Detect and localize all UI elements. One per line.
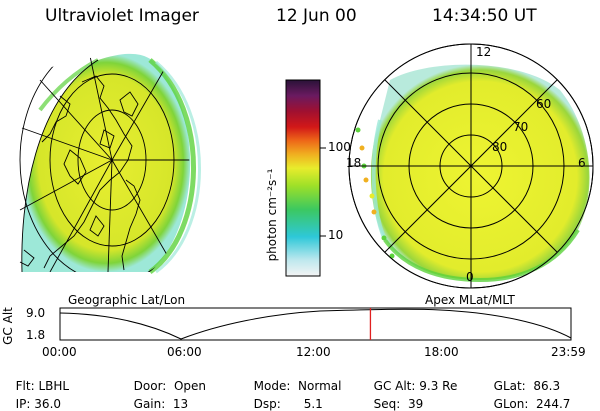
seq-value: 39 <box>407 397 424 411</box>
ip-value: 36.0 <box>34 397 62 411</box>
lat-label-80: 80 <box>492 140 508 154</box>
altitude-plot <box>59 307 572 341</box>
door-label: Door: <box>133 379 167 393</box>
uvi-figure <box>19 43 594 341</box>
alt-time-2: 12:00 <box>296 345 331 359</box>
lat-label-70: 70 <box>513 120 529 134</box>
gain-value: 13 <box>172 397 189 411</box>
alt-y-min: 1.8 <box>26 328 46 342</box>
ip-label: IP: <box>15 397 31 411</box>
flt-value: LBHL <box>38 379 70 393</box>
gcalt-value: 9.3 Re <box>419 379 458 393</box>
alt-time-1: 06:00 <box>167 345 202 359</box>
glon-label: GLon: <box>493 397 529 411</box>
polar-image <box>348 43 594 289</box>
seq-label: Seq: <box>373 397 401 411</box>
alt-time-3: 18:00 <box>424 345 459 359</box>
alt-time-4: 23:59 <box>551 345 586 359</box>
dsp-value: 5.1 <box>303 397 323 411</box>
info-flt: Flt: LBHL <box>8 365 69 393</box>
alt-y-max: 9.0 <box>26 306 46 320</box>
mode-value: Normal <box>298 379 342 393</box>
mlt-label-18: 18 <box>346 156 362 170</box>
mlt-label-12: 12 <box>476 45 492 59</box>
colorbar-unit-label-wrap: photon cm⁻²s⁻¹ <box>262 160 282 270</box>
instrument-title: Ultraviolet Imager <box>45 6 199 26</box>
colorbar-unit-label: photon cm⁻²s⁻¹ <box>265 168 279 262</box>
info-mode: Mode: Normal <box>246 365 342 393</box>
mlt-label-0: 0 <box>466 270 474 284</box>
alt-axis-label: GC Alt <box>1 307 15 345</box>
left-panel-label: Geographic Lat/Lon <box>68 293 186 307</box>
info-glon: GLon: 244.7 <box>486 383 571 411</box>
glat-value: 86.3 <box>533 379 561 393</box>
date-label: 12 Jun 00 <box>276 6 357 26</box>
info-gain: Gain: 13 <box>126 383 189 411</box>
glat-label: GLat: <box>493 379 526 393</box>
alt-axis-label-wrap: GC Alt <box>0 306 16 346</box>
mode-label: Mode: <box>253 379 291 393</box>
colorbar-label-100: 100 <box>328 140 351 154</box>
dusk-speckles <box>355 127 395 259</box>
right-panel-label: Apex MLat/MLT <box>425 293 515 307</box>
alt-time-0: 00:00 <box>42 345 77 359</box>
time-label: 14:34:50 UT <box>432 6 537 26</box>
info-seq: Seq: 39 <box>366 383 424 411</box>
door-value: Open <box>173 379 207 393</box>
info-dsp: Dsp: 5.1 <box>246 383 323 411</box>
glon-value: 244.7 <box>536 397 571 411</box>
info-gcalt: GC Alt: 9.3 Re <box>366 365 458 393</box>
mlt-label-6: 6 <box>578 156 586 170</box>
colorbar <box>285 79 321 277</box>
colorbar-label-10: 10 <box>328 228 344 242</box>
gcalt-label: GC Alt: <box>373 379 416 393</box>
gain-label: Gain: <box>133 397 166 411</box>
info-glat: GLat: 86.3 <box>486 365 560 393</box>
earth-image <box>19 53 201 275</box>
flt-label: Flt: <box>15 379 35 393</box>
dsp-label: Dsp: <box>253 397 281 411</box>
info-door: Door: Open <box>126 365 206 393</box>
lat-label-60: 60 <box>536 97 552 111</box>
info-ip: IP: 36.0 <box>8 383 61 411</box>
